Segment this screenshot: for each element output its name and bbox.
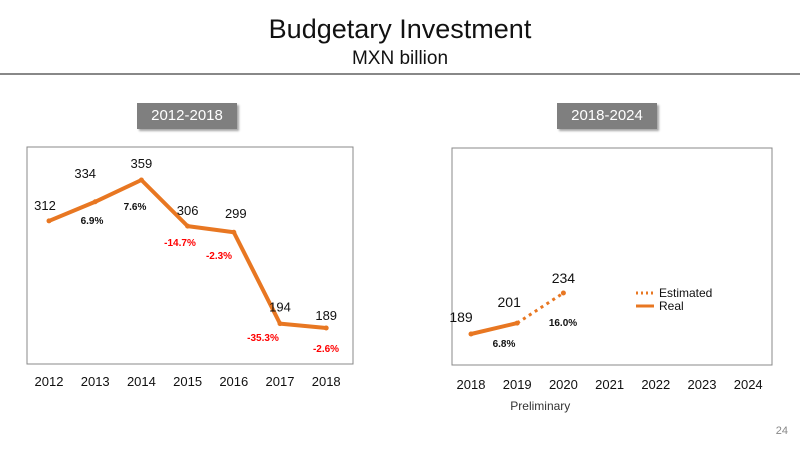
x-tick-2012: 2012 bbox=[35, 374, 64, 389]
period-badge-2018-2024: 2018-2024 bbox=[557, 103, 657, 129]
x-tick-2018: 2018 bbox=[312, 374, 341, 389]
x-tick-2015: 2015 bbox=[173, 374, 202, 389]
x-tick-2020: 2020 bbox=[549, 377, 578, 392]
series-line-real bbox=[469, 321, 520, 336]
value-label-2012: 312 bbox=[34, 198, 56, 213]
growth-label-2013: 6.9% bbox=[81, 216, 104, 227]
chart-frame-2018-2024 bbox=[451, 147, 773, 366]
data-point-estimated-2020 bbox=[560, 290, 566, 296]
value-label-2013: 334 bbox=[74, 166, 96, 181]
data-point-2018 bbox=[323, 325, 329, 331]
chart-frame-2012-2018 bbox=[26, 146, 354, 365]
x-tick-2022: 2022 bbox=[641, 377, 670, 392]
x-tick-2023: 2023 bbox=[688, 377, 717, 392]
x-tick-2016: 2016 bbox=[219, 374, 248, 389]
header-divider bbox=[0, 73, 800, 75]
data-point-2015 bbox=[185, 223, 191, 229]
x-tick-2014: 2014 bbox=[127, 374, 156, 389]
page-number: 24 bbox=[775, 425, 788, 437]
series-line-estimated bbox=[516, 291, 565, 325]
x-tick-2018: 2018 bbox=[457, 377, 486, 392]
value-label-2017: 194 bbox=[269, 300, 291, 315]
data-point-real-2019 bbox=[514, 320, 520, 326]
data-point-2013 bbox=[92, 199, 98, 205]
period-badge-2012-2018: 2012-2018 bbox=[137, 103, 237, 129]
value-label-2018: 189 bbox=[315, 308, 337, 323]
growth-label-2016: -2.3% bbox=[206, 251, 232, 262]
growth-label-2017: -35.3% bbox=[247, 333, 279, 344]
data-point-2016 bbox=[231, 229, 237, 235]
growth-label-2020: 16.0% bbox=[549, 318, 577, 329]
value-label-2018: 189 bbox=[449, 309, 473, 325]
value-label-2020: 234 bbox=[552, 270, 576, 286]
data-point-2014 bbox=[138, 177, 144, 183]
value-label-2015: 306 bbox=[177, 203, 199, 218]
data-point-real-2018 bbox=[468, 331, 474, 337]
x-tick-2024: 2024 bbox=[734, 377, 763, 392]
x-tick-2019: 2019 bbox=[503, 377, 532, 392]
x-tick-2021: 2021 bbox=[595, 377, 624, 392]
growth-label-2018: -2.6% bbox=[313, 344, 339, 355]
value-label-2019: 201 bbox=[498, 294, 522, 310]
page-title: Budgetary Investment bbox=[268, 14, 532, 44]
data-point-2017 bbox=[277, 321, 283, 327]
page-subtitle: MXN billion bbox=[351, 48, 449, 69]
growth-label-2015: -14.7% bbox=[164, 238, 196, 249]
value-label-2016: 299 bbox=[225, 206, 247, 221]
x-note-preliminary: Preliminary bbox=[510, 399, 570, 413]
growth-label-2019: 6.8% bbox=[493, 339, 516, 350]
data-point-2012 bbox=[46, 218, 52, 224]
legend-label-real: Real bbox=[659, 299, 684, 313]
x-tick-2017: 2017 bbox=[266, 374, 295, 389]
legend-label-estimated: Estimated bbox=[659, 286, 712, 300]
growth-label-2014: 7.6% bbox=[124, 202, 147, 213]
x-tick-2013: 2013 bbox=[81, 374, 110, 389]
value-label-2014: 359 bbox=[131, 156, 153, 171]
